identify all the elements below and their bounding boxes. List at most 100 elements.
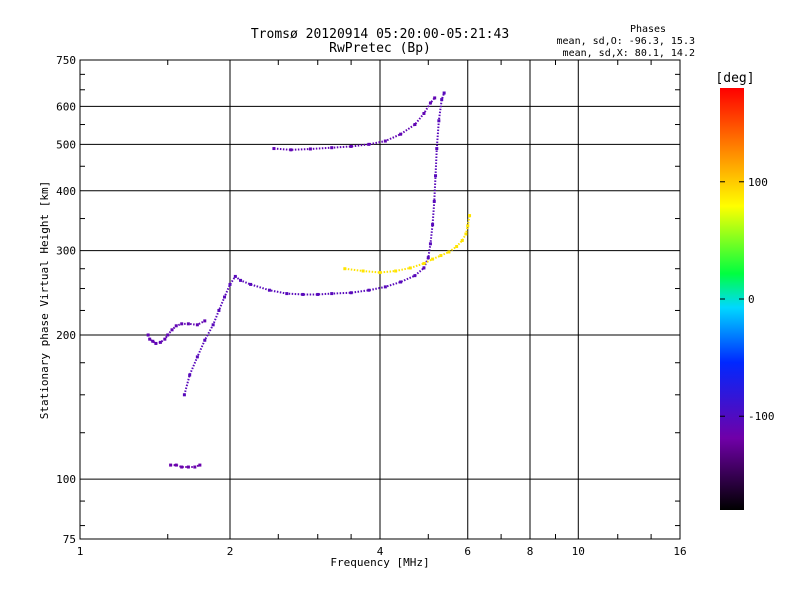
data-point bbox=[399, 132, 403, 136]
data-point bbox=[428, 101, 432, 105]
data-point bbox=[466, 224, 470, 228]
data-point bbox=[186, 322, 190, 326]
data-point bbox=[154, 341, 158, 345]
data-point bbox=[431, 257, 435, 261]
plot-frame bbox=[79, 59, 681, 540]
data-point bbox=[195, 323, 199, 327]
data-point bbox=[378, 271, 382, 275]
data-point bbox=[431, 223, 435, 227]
data-point bbox=[170, 328, 174, 332]
data-point bbox=[399, 280, 403, 284]
x-tick-label: 10 bbox=[572, 545, 585, 558]
data-point bbox=[426, 256, 430, 260]
data-point bbox=[437, 119, 441, 123]
data-point bbox=[408, 266, 412, 270]
data-point bbox=[435, 147, 439, 151]
data-point bbox=[316, 292, 320, 296]
x-tick-label: 4 bbox=[377, 545, 384, 558]
data-point bbox=[428, 242, 432, 246]
trace-line bbox=[344, 215, 471, 274]
data-point bbox=[383, 285, 387, 289]
data-point bbox=[361, 269, 365, 273]
data-point bbox=[343, 267, 347, 271]
data-point bbox=[455, 244, 459, 248]
y-tick-label: 100 bbox=[56, 473, 76, 486]
data-point bbox=[349, 144, 353, 148]
x-tick-label: 8 bbox=[527, 545, 534, 558]
data-point bbox=[267, 288, 271, 292]
data-point bbox=[239, 278, 243, 282]
data-point bbox=[249, 282, 253, 286]
data-point bbox=[413, 123, 417, 127]
chart-subtitle: RwPretec (Bp) bbox=[329, 41, 431, 56]
phases-x-stats: mean, sd,X: 80.1, 14.2 bbox=[563, 48, 695, 59]
data-point bbox=[272, 147, 276, 151]
data-points bbox=[146, 91, 472, 469]
colorbar-tick-label: 100 bbox=[748, 176, 768, 189]
data-point bbox=[413, 274, 417, 278]
data-point bbox=[394, 269, 398, 273]
data-point bbox=[383, 139, 387, 143]
grid-lines bbox=[80, 60, 680, 539]
data-point bbox=[422, 111, 426, 115]
trace-line bbox=[183, 92, 446, 396]
data-point bbox=[158, 340, 162, 344]
data-point bbox=[468, 214, 472, 218]
data-point bbox=[440, 98, 444, 102]
data-point bbox=[217, 308, 221, 312]
phases-o-stats: mean, sd,O: -96.3, 15.3 bbox=[557, 36, 695, 47]
data-point bbox=[174, 463, 178, 467]
x-axis-label: Frequency [MHz] bbox=[330, 556, 429, 569]
data-point bbox=[422, 261, 426, 265]
data-point bbox=[148, 337, 152, 341]
x-tick-label: 6 bbox=[464, 545, 471, 558]
x-tick-label: 1 bbox=[77, 545, 84, 558]
y-tick-label: 200 bbox=[56, 329, 76, 342]
colorbar-tick-label: 0 bbox=[748, 293, 755, 306]
data-point bbox=[223, 295, 227, 299]
data-point bbox=[233, 274, 237, 278]
data-point bbox=[301, 292, 305, 296]
colorbar-tick-label: -100 bbox=[748, 410, 775, 423]
y-tick-label: 400 bbox=[56, 185, 76, 198]
data-point bbox=[464, 232, 468, 236]
data-point bbox=[330, 146, 334, 150]
data-point bbox=[195, 355, 199, 359]
data-point bbox=[186, 465, 190, 469]
data-point bbox=[439, 254, 443, 258]
data-point bbox=[367, 142, 371, 146]
data-point bbox=[285, 292, 289, 296]
y-tick-label: 500 bbox=[56, 138, 76, 151]
data-point bbox=[198, 463, 202, 467]
data-point bbox=[447, 250, 451, 254]
x-tick-label: 2 bbox=[227, 545, 234, 558]
data-point bbox=[211, 323, 215, 327]
data-point bbox=[228, 282, 232, 286]
data-point bbox=[203, 319, 207, 323]
data-point bbox=[308, 147, 312, 151]
x-axis-ticks: 1 2 4 6 8 10 16 bbox=[77, 60, 687, 558]
data-point bbox=[163, 337, 167, 341]
data-point bbox=[188, 373, 192, 377]
data-point bbox=[166, 333, 170, 337]
data-point bbox=[434, 174, 438, 178]
data-point bbox=[442, 91, 446, 95]
data-point bbox=[422, 266, 426, 270]
data-point bbox=[203, 338, 207, 342]
data-point bbox=[174, 324, 178, 328]
data-point bbox=[432, 199, 436, 203]
y-tick-label: 300 bbox=[56, 245, 76, 258]
colorbar-label: [deg] bbox=[715, 71, 754, 86]
y-axis-ticks: 750 600 500 400 300 200 100 75 bbox=[56, 54, 680, 546]
data-point bbox=[433, 96, 437, 100]
y-tick-label: 600 bbox=[56, 100, 76, 113]
phases-heading: Phases bbox=[630, 24, 666, 35]
data-point bbox=[330, 292, 334, 296]
y-tick-label: 75 bbox=[63, 533, 76, 546]
data-point bbox=[367, 288, 371, 292]
colorbar-ticks: 100 0 -100 bbox=[720, 176, 775, 423]
data-point bbox=[180, 465, 184, 469]
y-tick-label: 750 bbox=[56, 54, 76, 67]
trace-line bbox=[273, 97, 436, 151]
